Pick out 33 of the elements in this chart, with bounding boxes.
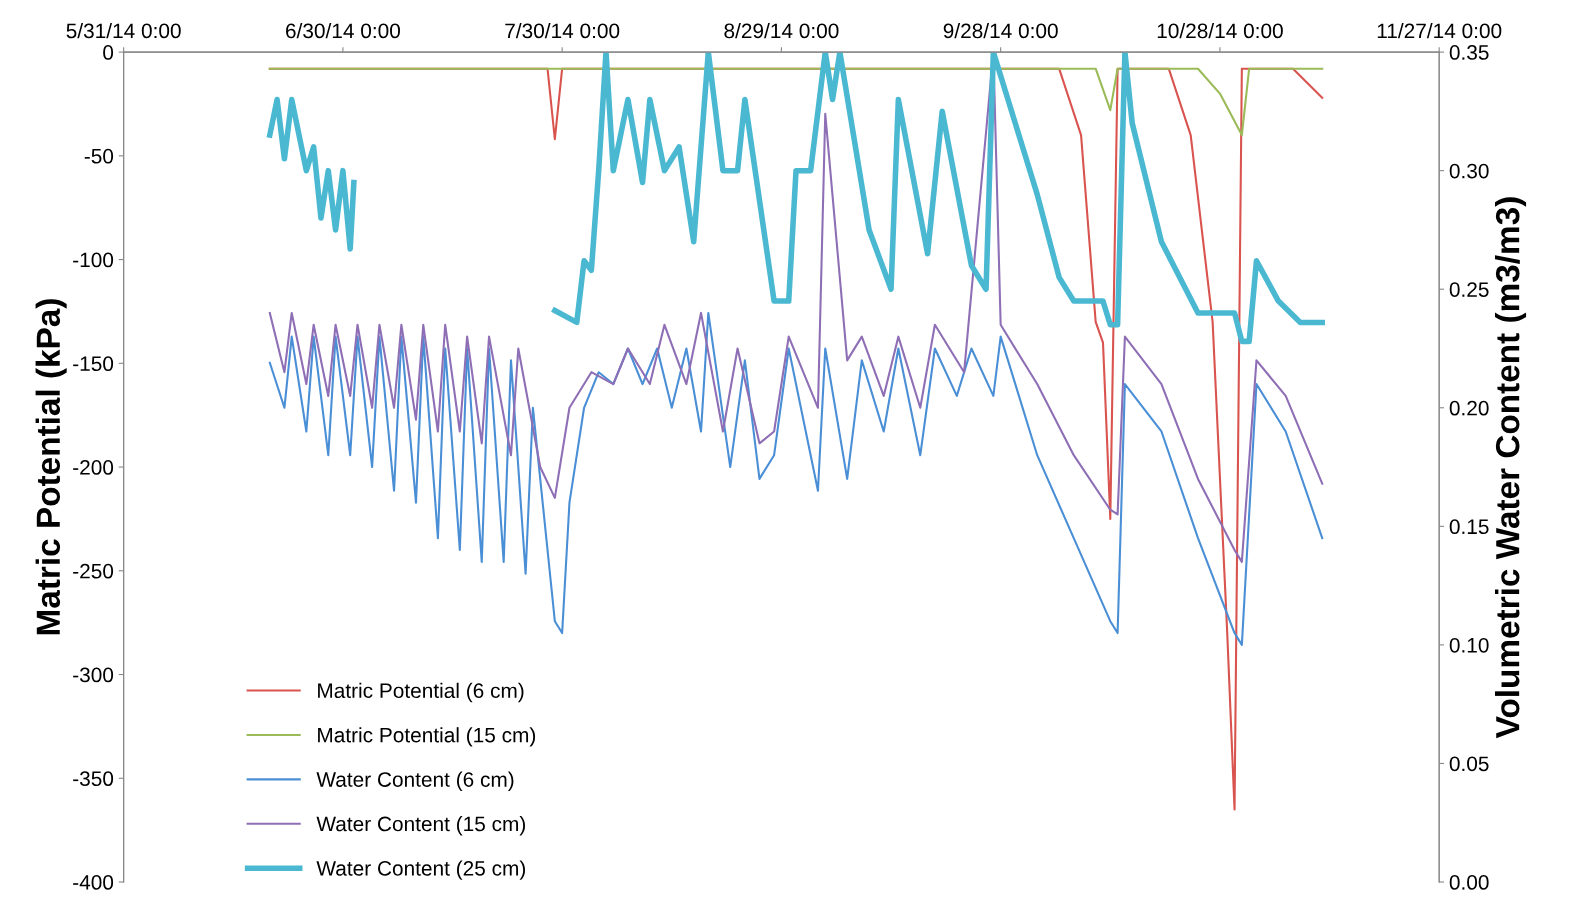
line-series [268,311,1324,646]
line-series [268,67,1324,137]
y-tick-label: 0 [103,45,114,60]
legend-label: Water Content (15 cm) [316,816,526,836]
x-tick-label: 7/30/14 0:00 [505,22,620,39]
y-tick-label: -250 [73,563,114,579]
legend-label: Matric Potential (6 cm) [318,682,524,703]
y2-tick-label: 0.15 [1449,519,1489,535]
y2-tick-label: 0.30 [1449,163,1489,179]
y-tick-label: -100 [73,252,114,268]
y2-tick-label: 0.25 [1449,282,1489,297]
y-tick-label: -200 [73,460,114,475]
legend-label: Water Content (25 cm) [316,860,526,880]
y2-tick-label: 0.00 [1449,875,1489,890]
y2-tick-label: 0.10 [1449,637,1489,653]
y2-axis-title: Volumetric Water Content (m3/m3) [1495,197,1527,739]
x-tick-label: 5/31/14 0:00 [66,22,181,39]
y2-tick-label: 0.35 [1449,45,1489,60]
y-tick-label: -300 [73,667,114,683]
x-tick-label: 11/27/14 0:00 [1377,22,1502,39]
y-tick-label: -50 [84,148,114,164]
y2-tick-label: 0.20 [1449,400,1489,416]
legend-label: Water Content (6 cm) [316,771,514,792]
y-axis-title: Matric Potential (kPa) [35,299,67,635]
y-tick-label: -400 [73,875,114,890]
y-tick-label: -150 [73,356,114,372]
y2-tick-label: 0.05 [1449,756,1489,772]
y-tick-label: -350 [73,771,114,787]
x-tick-label: 10/28/14 0:00 [1157,22,1283,39]
x-tick-label: 6/30/14 0:00 [286,22,400,39]
x-tick-label: 8/29/14 0:00 [724,22,839,39]
legend-label: Matric Potential (15 cm) [318,727,536,747]
x-tick-label: 9/28/14 0:00 [943,22,1058,39]
